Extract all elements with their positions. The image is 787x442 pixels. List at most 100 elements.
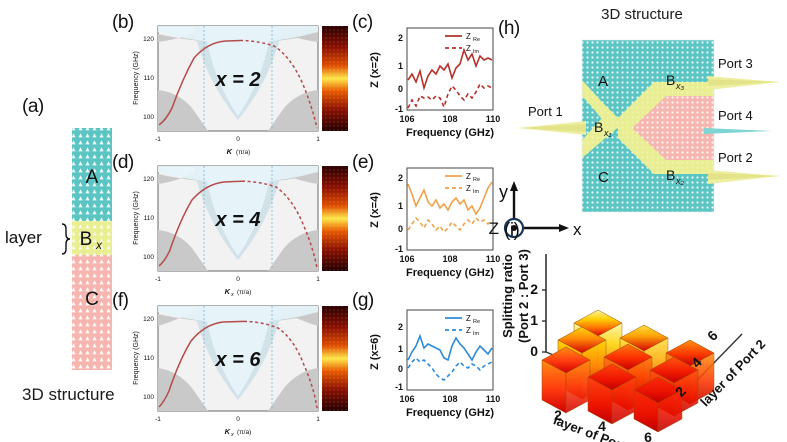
region-label-bx3-sub: x₃ [675,81,685,91]
ylabel-f: Frequency (GHz) [133,331,140,385]
panel-a-caption: 3D structure [22,385,115,404]
ylabel-b: Frequency (GHz) [133,51,140,105]
panel-d-tag: (d) [112,152,134,173]
xtick-i-0: 2 [554,407,562,423]
legend-g-0-sub: Re [473,319,480,325]
bar-p3-2-p2-2 [541,346,591,414]
panel-e-tag: (e) [352,152,374,173]
xtick-e-1: 108 [442,254,457,264]
port-3-arrow [708,76,780,90]
legend-e: Z Re Z Im [445,172,480,195]
ytick-f-2: 120 [143,316,154,323]
layer-block-A: A [72,128,112,221]
region-label-c: C [598,169,609,186]
panel-c-tag: (c) [352,12,373,33]
region-label-bx2: B [666,167,675,183]
xtick-i-2: 6 [644,429,652,442]
xlabel-d: K [225,287,231,296]
port-2-arrow [708,170,780,184]
legend-c-0-sub: Re [473,37,480,43]
ylabel-g: Z (x=6) [369,334,381,370]
xlabel-g: Frequency (GHz) [406,407,494,419]
xlabel-d-sub: x [230,292,234,298]
band-annotation-d: x = 4 [214,209,260,231]
panel-i: (i) 0 1 2 [498,214,787,442]
legend-c-1: Z [466,44,471,53]
layer-label-b-sub: x [95,238,103,252]
xtick-d-0: -1 [155,276,161,283]
xtick-i-1: 4 [598,418,606,434]
ytick-f-1: 110 [144,355,155,362]
region-label-bx1-sub: x₁ [603,128,612,138]
splitting-ratio-3d-bar-chart: 0 1 2 [500,249,768,442]
port-1-label: Port 1 [528,104,563,119]
impedance-curves-c [407,47,493,110]
impedance-curves-e [407,181,493,234]
xlabel-b: K [227,147,233,156]
xtick-c-2: 110 [486,114,501,124]
axis-label-x: x [573,220,582,239]
ylabel-i-line2: (Port 2 : Port 3) [516,249,531,343]
axis-label-z: Z [489,219,499,238]
panel-g-tag: (g) [352,290,374,311]
ytick-c-2: 1 [398,61,403,71]
xtick-f-0: -1 [155,416,161,423]
impedance-curves-g [407,333,493,381]
field-strip-d [322,166,348,271]
panel-a: (a) A B x C l [0,0,150,442]
axis-label-y: y [499,182,508,202]
xtick-c-0: 106 [399,114,414,124]
port-2-label: Port 2 [718,150,753,165]
xtick-g-1: 108 [442,394,457,404]
xtick-d-1: 0 [236,276,240,283]
ytick-g-1: 0 [398,364,403,374]
axes-triad: y Z x [489,181,582,239]
legend-c-1-sub: Im [473,49,480,55]
xtick-d-2: 1 [316,276,320,283]
ytick-d-2: 120 [143,176,154,183]
ytick-e-2: 1 [398,201,403,211]
legend-c-0: Z [466,32,471,41]
xlabel-f: K [225,427,231,436]
layer-block-B: B x [72,221,112,255]
ytick-g-0: -1 [395,382,403,392]
panel-f-tag: (f) [112,290,129,311]
field-strip-f [322,306,348,411]
legend-e-0: Z [466,172,471,181]
legend-e-1-sub: Im [473,189,480,195]
brace-icon [61,223,71,255]
impedance-plot-c: Z Re Z Im -1 0 1 2 106 108 110 Frequency… [369,27,501,139]
ytick-b-1: 110 [144,75,155,82]
ytick-i-0: 0 [530,343,538,359]
field-strip-b [322,26,348,131]
xlabel-e: Frequency (GHz) [406,267,494,279]
ytick-i-2: 2 [530,281,538,297]
region-label-bx2-sub: x₂ [675,176,685,186]
region-label-bx1: B [594,119,603,135]
ytick-b-2: 120 [143,36,154,43]
ztick-i-2: 6 [704,327,721,344]
panel-a-tag: (a) [22,96,44,117]
legend-g-1-sub: Im [473,331,480,337]
xtick-e-2: 110 [486,254,501,264]
region-label-bx3: B [666,72,675,88]
xlabel-c: Frequency (GHz) [406,127,494,139]
layer-block-C: C [72,255,112,370]
ytick-e-0: -1 [395,244,403,254]
legend-g-1: Z [466,326,471,335]
band-annotation-b: x = 2 [214,69,260,91]
bar-p3-6-p2-2 [633,376,683,433]
ylabel-c: Z (x=2) [369,52,381,88]
xtick-b-0: -1 [155,136,161,143]
ytick-b-0: 100 [143,114,154,121]
ytick-f-0: 100 [143,394,154,401]
xunit-b: (π/a) [236,149,250,156]
layer-label-c: C [85,289,99,310]
ytick-e-1: 0 [398,224,403,234]
band-plot-b: x = 2 100 110 120 -1 0 1 K (π/a) Frequen… [133,25,348,156]
xtick-c-1: 108 [442,114,457,124]
panel-h: (h) 3D structure A C B x₁ B x₂ B x₃ [490,0,787,232]
ytick-i-1: 1 [530,312,538,328]
ylabel-d: Frequency (GHz) [133,191,140,245]
port-3-label: Port 3 [718,56,753,71]
